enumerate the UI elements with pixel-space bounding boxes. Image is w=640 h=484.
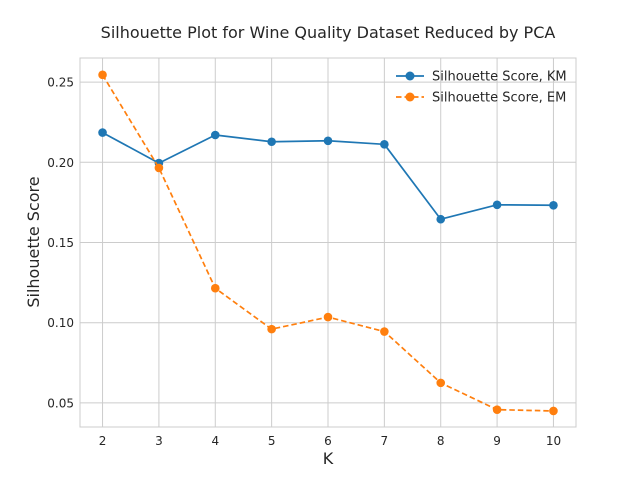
data-point-km-k10	[549, 200, 558, 210]
y-tick-label: 0.20	[47, 156, 74, 170]
legend-marker-em	[405, 92, 415, 102]
data-point-em-k10	[549, 406, 558, 416]
legend: Silhouette Score, KM Silhouette Score, E…	[396, 70, 567, 106]
data-point-em-k6	[323, 312, 333, 322]
series-layer	[98, 70, 558, 416]
plot-area-border	[79, 57, 577, 428]
legend-label-em: Silhouette Score, EM	[432, 91, 566, 106]
gridlines	[80, 58, 576, 427]
data-point-em-k7	[380, 327, 389, 336]
legend-marker-km	[405, 71, 415, 81]
legend-label-km: Silhouette Score, KM	[432, 70, 567, 85]
x-tick-label: 4	[211, 434, 219, 448]
data-point-km-k8	[436, 214, 446, 224]
x-tick-label: 7	[381, 434, 389, 448]
x-tick-labels: 2 3 4 5 6 7 8 9 10	[99, 434, 561, 448]
chart-title: Silhouette Plot for Wine Quality Dataset…	[101, 23, 556, 42]
data-point-em-k8	[436, 378, 446, 388]
data-point-km-k4	[210, 130, 220, 140]
y-axis-label: Silhouette Score	[24, 176, 43, 307]
data-point-km-k7	[380, 140, 389, 149]
data-point-km-k5	[267, 137, 276, 147]
data-point-em-k5	[267, 324, 276, 334]
y-tick-label: 0.25	[47, 76, 74, 90]
data-point-km-k9	[492, 200, 502, 210]
y-tick-label: 0.10	[47, 316, 74, 330]
data-point-km-k6	[323, 136, 333, 146]
data-point-km-k2	[98, 128, 107, 137]
y-tick-label: 0.05	[47, 396, 74, 410]
y-tick-label: 0.15	[47, 236, 74, 250]
data-point-em-k3	[154, 163, 164, 173]
data-point-em-k2	[98, 70, 107, 80]
data-point-em-k9	[492, 405, 502, 414]
legend-item-km: Silhouette Score, KM	[396, 70, 567, 85]
x-tick-label: 10	[546, 434, 561, 448]
x-tick-label: 8	[437, 434, 445, 448]
x-axis-label: K	[323, 449, 334, 468]
x-tick-label: 2	[99, 434, 107, 448]
x-tick-label: 5	[268, 434, 276, 448]
x-tick-label: 6	[324, 434, 332, 448]
x-tick-label: 3	[155, 434, 163, 448]
legend-item-em: Silhouette Score, EM	[396, 91, 566, 106]
y-tick-labels: 0.05 0.10 0.15 0.20 0.25	[47, 76, 74, 411]
data-point-em-k4	[210, 283, 220, 293]
x-tick-label: 9	[493, 434, 501, 448]
